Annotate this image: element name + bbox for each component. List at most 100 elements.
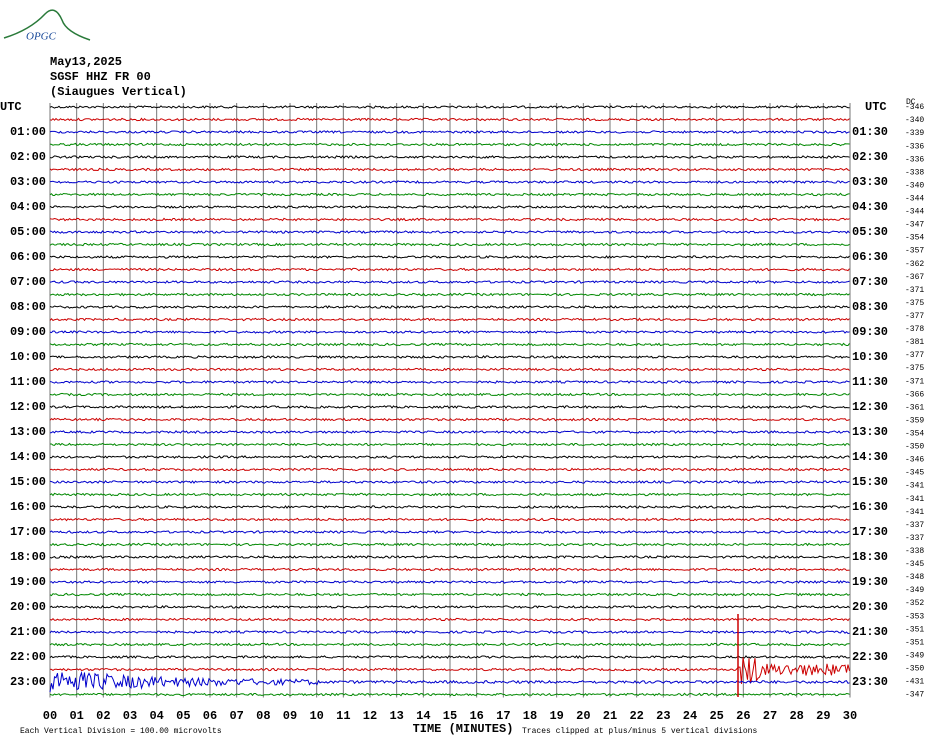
left-label: 15:00 xyxy=(10,475,46,489)
right-label: 05:30 xyxy=(852,225,888,239)
x-tick-label: 21 xyxy=(603,709,617,723)
footer-scale: Each Vertical Division = 100.00 microvol… xyxy=(20,727,222,736)
right-label: 22:30 xyxy=(852,650,888,664)
x-tick-label: 06 xyxy=(203,709,217,723)
offset-label: -371 xyxy=(905,286,924,295)
offset-label: -341 xyxy=(905,482,924,491)
offset-label: -351 xyxy=(905,638,924,647)
trace xyxy=(49,230,850,234)
offset-label: -341 xyxy=(905,495,924,504)
x-tick-label: 03 xyxy=(123,709,137,723)
right-label: 16:30 xyxy=(852,500,888,514)
offset-label: -377 xyxy=(905,312,924,321)
left-label: 13:00 xyxy=(10,425,46,439)
offset-label: -350 xyxy=(905,443,924,452)
trace xyxy=(49,342,850,347)
trace xyxy=(49,417,850,422)
x-tick-label: 08 xyxy=(256,709,270,723)
x-tick-label: 15 xyxy=(443,709,457,723)
x-tick-label: 14 xyxy=(416,709,430,723)
right-label: UTC xyxy=(865,100,887,114)
trace xyxy=(49,555,850,559)
trace xyxy=(49,180,850,184)
logo: OPGC xyxy=(26,31,57,43)
trace xyxy=(49,542,850,547)
x-tick-label: 01 xyxy=(69,709,83,723)
x-title: TIME (MINUTES) xyxy=(413,722,514,736)
left-label: 17:00 xyxy=(10,525,46,539)
x-tick-label: 07 xyxy=(229,709,243,723)
left-label: 19:00 xyxy=(10,575,46,589)
right-label: 20:30 xyxy=(852,600,888,614)
offset-label: -351 xyxy=(905,625,924,634)
dc-label: DC xyxy=(906,98,916,107)
right-label: 19:30 xyxy=(852,575,888,589)
offset-label: -344 xyxy=(905,194,924,203)
right-label: 02:30 xyxy=(852,150,888,164)
trace xyxy=(49,642,850,647)
offset-label: -341 xyxy=(905,508,924,517)
trace xyxy=(49,167,850,172)
trace xyxy=(49,692,850,697)
x-tick-label: 28 xyxy=(789,709,803,723)
trace xyxy=(49,670,850,693)
right-label: 03:30 xyxy=(852,175,888,189)
left-label: 23:00 xyxy=(10,675,46,689)
right-label: 14:30 xyxy=(852,450,888,464)
offset-label: -377 xyxy=(905,351,924,360)
trace xyxy=(49,630,850,635)
left-label: UTC xyxy=(0,100,22,114)
trace xyxy=(49,567,850,572)
right-label: 17:30 xyxy=(852,525,888,539)
left-label: 10:00 xyxy=(10,350,46,364)
trace xyxy=(49,367,850,372)
x-tick-label: 27 xyxy=(763,709,777,723)
left-label: 12:00 xyxy=(10,400,46,414)
offset-label: -340 xyxy=(905,116,924,125)
offset-label: -338 xyxy=(905,168,924,177)
right-label: 10:30 xyxy=(852,350,888,364)
left-label: 02:00 xyxy=(10,150,46,164)
logo-mountain xyxy=(3,9,91,41)
offset-label: -340 xyxy=(905,181,924,190)
offset-label: -352 xyxy=(905,599,924,608)
trace xyxy=(49,205,850,209)
trace xyxy=(49,267,850,272)
x-tick-label: 11 xyxy=(336,709,350,723)
right-label: 04:30 xyxy=(852,200,888,214)
offset-label: -336 xyxy=(905,142,924,151)
trace xyxy=(49,530,850,534)
left-label: 07:00 xyxy=(10,275,46,289)
offset-label: -349 xyxy=(905,651,924,660)
right-label: 08:30 xyxy=(852,300,888,314)
left-label: 06:00 xyxy=(10,250,46,264)
left-label: 04:00 xyxy=(10,200,46,214)
right-label: 07:30 xyxy=(852,275,888,289)
offset-label: -357 xyxy=(905,247,924,256)
offset-label: -347 xyxy=(905,691,924,700)
trace xyxy=(49,142,850,147)
x-tick-label: 25 xyxy=(709,709,723,723)
offset-label: -349 xyxy=(905,586,924,595)
left-label: 09:00 xyxy=(10,325,46,339)
left-label: 20:00 xyxy=(10,600,46,614)
left-label: 01:00 xyxy=(10,125,46,139)
trace xyxy=(49,380,850,384)
x-tick-label: 13 xyxy=(389,709,403,723)
location: (Siaugues Vertical) xyxy=(50,85,187,99)
offset-label: -338 xyxy=(905,547,924,556)
x-tick-label: 12 xyxy=(363,709,377,723)
trace xyxy=(49,655,850,659)
x-tick-label: 24 xyxy=(683,709,697,723)
x-tick-label: 23 xyxy=(656,709,670,723)
x-tick-label: 16 xyxy=(469,709,483,723)
right-label: 12:30 xyxy=(852,400,888,414)
trace xyxy=(49,405,850,409)
trace xyxy=(49,392,850,397)
x-tick-label: 30 xyxy=(843,709,857,723)
offset-label: -339 xyxy=(905,129,924,138)
trace xyxy=(49,505,850,509)
left-label: 11:00 xyxy=(10,375,46,389)
left-label: 21:00 xyxy=(10,625,46,639)
footer-clip: Traces clipped at plus/minus 5 vertical … xyxy=(522,727,757,736)
